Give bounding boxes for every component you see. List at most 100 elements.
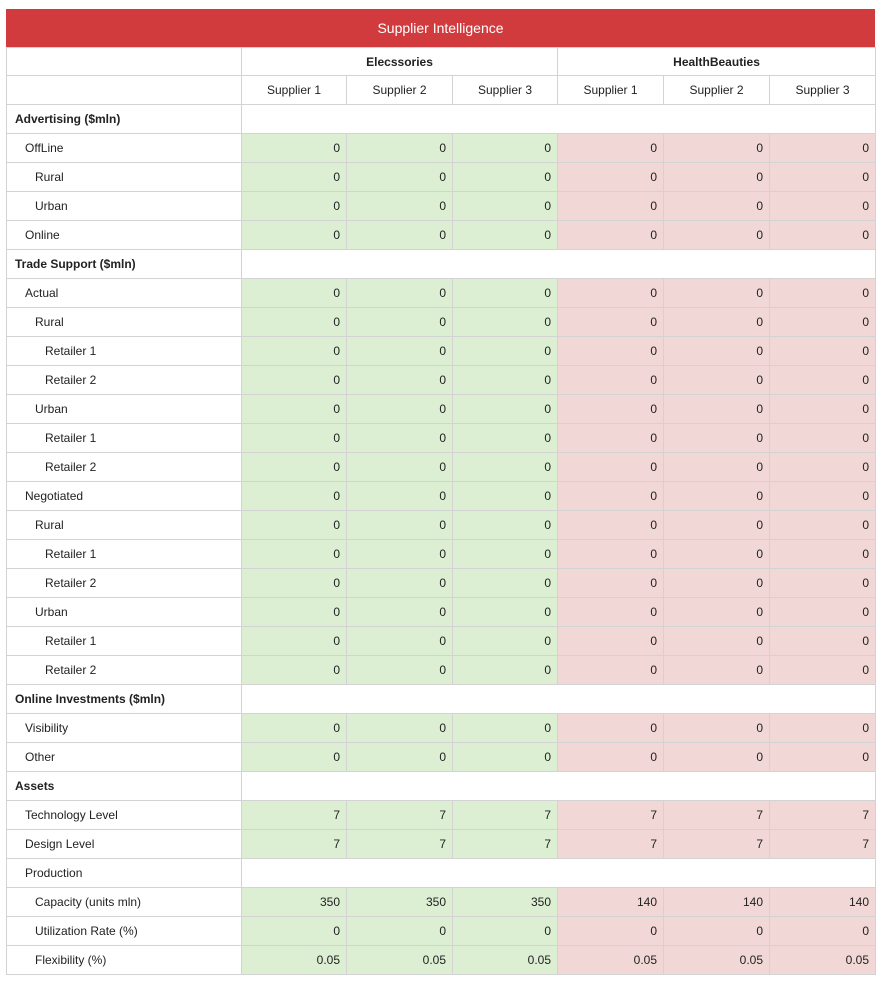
row-filler xyxy=(240,104,877,134)
value-cell: 0 xyxy=(557,336,665,366)
row-label: Flexibility (%) xyxy=(6,945,242,975)
value-cell: 0 xyxy=(346,713,453,743)
supplier-table: Elecssories HealthBeauties Supplier 1 Su… xyxy=(6,47,877,975)
value-cell: 0 xyxy=(451,713,559,743)
value-cell: 0 xyxy=(557,394,665,424)
row-label: Production xyxy=(6,858,242,888)
section-row: Advertising ($mln) xyxy=(6,104,877,134)
value-cell: 0 xyxy=(769,452,877,482)
value-cell: 0 xyxy=(451,481,559,511)
value-cell: 0 xyxy=(451,336,559,366)
value-cell: 0.05 xyxy=(241,945,347,975)
section-row: Online Investments ($mln) xyxy=(6,684,877,714)
value-cell: 0 xyxy=(663,220,771,250)
value-cell: 0 xyxy=(241,278,347,308)
value-cell: 0 xyxy=(451,278,559,308)
value-cell: 0 xyxy=(769,423,877,453)
value-cell: 0 xyxy=(451,916,559,946)
value-cell: 0 xyxy=(346,220,453,250)
value-cell: 7 xyxy=(663,829,771,859)
value-cell: 0 xyxy=(663,394,771,424)
value-cell: 0 xyxy=(557,307,665,337)
value-cell: 0.05 xyxy=(663,945,771,975)
value-cell: 7 xyxy=(451,829,559,859)
value-cell: 0 xyxy=(663,278,771,308)
value-cell: 0 xyxy=(663,916,771,946)
value-cell: 0 xyxy=(769,626,877,656)
table-row: Online 0 0 0 0 0 0 xyxy=(6,220,877,250)
value-cell: 7 xyxy=(769,829,877,859)
value-cell: 0.05 xyxy=(346,945,453,975)
value-cell: 0 xyxy=(557,713,665,743)
row-label: Retailer 1 xyxy=(6,539,242,569)
value-cell: 0 xyxy=(769,481,877,511)
value-cell: 0 xyxy=(346,307,453,337)
value-cell: 0 xyxy=(241,713,347,743)
value-cell: 0 xyxy=(241,481,347,511)
value-cell: 7 xyxy=(557,829,665,859)
value-cell: 0 xyxy=(663,162,771,192)
group-header-row: Elecssories HealthBeauties xyxy=(6,47,877,76)
value-cell: 7 xyxy=(451,800,559,830)
value-cell: 0 xyxy=(663,597,771,627)
value-cell: 0 xyxy=(451,539,559,569)
value-cell: 0 xyxy=(451,568,559,598)
value-cell: 0 xyxy=(241,452,347,482)
value-cell: 0 xyxy=(557,162,665,192)
corner-cell xyxy=(6,47,242,76)
row-label: Urban xyxy=(6,597,242,627)
supplier-intelligence-panel: Supplier Intelligence Elecssories Health… xyxy=(6,9,877,975)
value-cell: 0 xyxy=(769,365,877,395)
value-cell: 140 xyxy=(769,887,877,917)
value-cell: 0 xyxy=(769,742,877,772)
value-cell: 0 xyxy=(557,626,665,656)
value-cell: 7 xyxy=(557,800,665,830)
value-cell: 0 xyxy=(557,510,665,540)
value-cell: 0 xyxy=(241,742,347,772)
table-row: Production xyxy=(6,858,877,888)
supplier-header: Supplier 2 xyxy=(346,75,453,105)
value-cell: 0.05 xyxy=(557,945,665,975)
row-label: Technology Level xyxy=(6,800,242,830)
value-cell: 0 xyxy=(663,713,771,743)
group-header-elecssories: Elecssories xyxy=(240,47,559,76)
value-cell: 0 xyxy=(769,568,877,598)
value-cell: 0 xyxy=(241,220,347,250)
row-label: Actual xyxy=(6,278,242,308)
section-label: Assets xyxy=(6,771,242,801)
value-cell: 0 xyxy=(769,191,877,221)
value-cell: 0.05 xyxy=(451,945,559,975)
value-cell: 0 xyxy=(241,307,347,337)
panel-title: Supplier Intelligence xyxy=(6,9,875,47)
value-cell: 0 xyxy=(663,655,771,685)
row-label: Retailer 1 xyxy=(6,423,242,453)
value-cell: 0 xyxy=(241,655,347,685)
value-cell: 7 xyxy=(241,800,347,830)
value-cell: 0 xyxy=(663,510,771,540)
supplier-header: Supplier 3 xyxy=(451,75,559,105)
row-label: Visibility xyxy=(6,713,242,743)
row-filler xyxy=(240,771,877,801)
table-row: Design Level 7 7 7 7 7 7 xyxy=(6,829,877,859)
value-cell: 0 xyxy=(557,655,665,685)
section-label: Trade Support ($mln) xyxy=(6,249,242,279)
value-cell: 7 xyxy=(241,829,347,859)
table-row: Urban 0 0 0 0 0 0 xyxy=(6,597,877,627)
section-row: Trade Support ($mln) xyxy=(6,249,877,279)
value-cell: 0 xyxy=(663,423,771,453)
value-cell: 0 xyxy=(346,423,453,453)
value-cell: 0 xyxy=(346,191,453,221)
value-cell: 0 xyxy=(663,365,771,395)
row-label: Negotiated xyxy=(6,481,242,511)
value-cell: 0 xyxy=(241,510,347,540)
value-cell: 0 xyxy=(241,916,347,946)
value-cell: 0 xyxy=(769,336,877,366)
value-cell: 0 xyxy=(663,307,771,337)
value-cell: 0 xyxy=(663,452,771,482)
value-cell: 7 xyxy=(769,800,877,830)
value-cell: 0 xyxy=(557,452,665,482)
value-cell: 0 xyxy=(663,336,771,366)
